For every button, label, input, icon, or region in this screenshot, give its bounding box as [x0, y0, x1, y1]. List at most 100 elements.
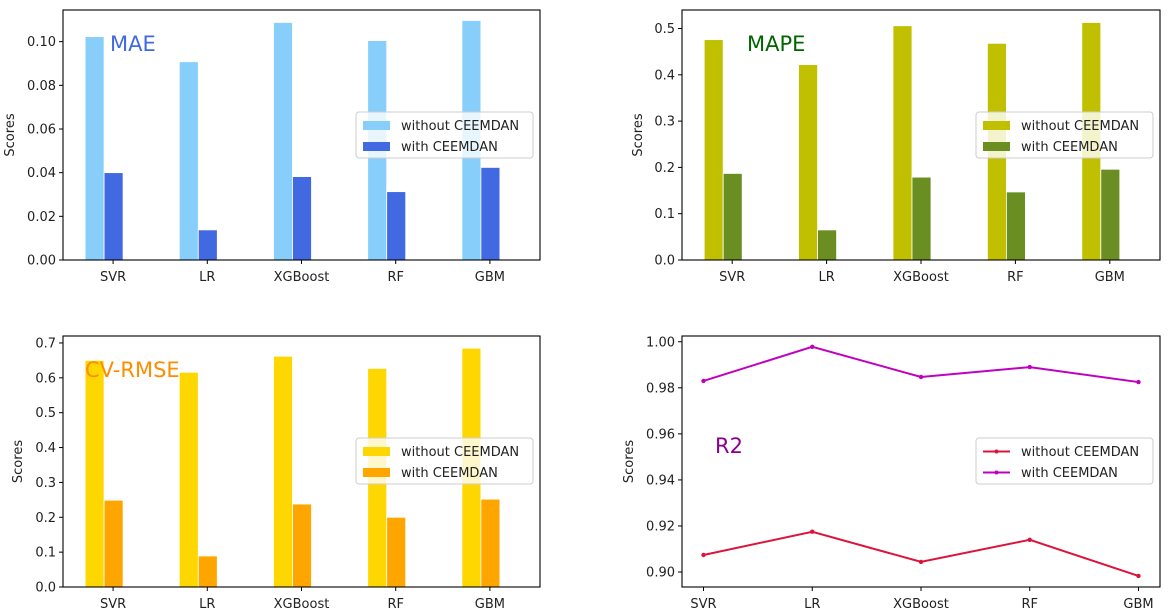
cv-rmse-xtick-label: XGBoost [274, 597, 330, 612]
mape-xtick-label: GBM [1095, 270, 1125, 285]
r2-ytick-label: 0.98 [646, 381, 675, 396]
legend-box [355, 437, 534, 485]
mape-bar-lr-with [817, 229, 837, 261]
cv-rmse-bar-gbm-with [480, 498, 501, 588]
r2-xtick-label: RF [1021, 597, 1038, 612]
r2-ytick-label: 1.00 [646, 335, 675, 350]
cv-rmse-xtick-label: SVR [100, 597, 126, 612]
mape-ytick-label: 0.0 [654, 254, 675, 269]
mape-ytick-label: 0.2 [654, 161, 675, 176]
r2-panel: 0.90 0.92 0.94 0.96 0.98 1.00 SVR LR XGBoost RF GB… [622, 335, 1161, 612]
mae-bar-gbm-with [480, 167, 501, 261]
r2-metric-annotation: R2 [715, 434, 743, 458]
cv-rmse-panel: 0.0 0.1 0.2 0.3 0.4 0.5 0.6 0.7 SVR LR XGBoost RF GB… [11, 335, 541, 612]
cv-rmse-metric-annotation: CV-RMSE [85, 358, 180, 382]
legend-swatch-with [363, 468, 390, 477]
legend-label-with: with CEEMDAN [401, 140, 498, 155]
mape-ytick-label: 0.1 [654, 207, 675, 222]
mae-ytick-label: 0.06 [27, 122, 56, 137]
r2-point-svr-with [701, 378, 706, 384]
mape-xtick-label: RF [1007, 270, 1024, 285]
cv-rmse-xtick-label: GBM [475, 597, 505, 612]
cv-rmse-bar-rf-with [386, 516, 407, 588]
mae-ytick-label: 0.00 [27, 254, 56, 269]
mape-metric-annotation: MAPE [747, 32, 805, 56]
r2-xtick-label: XGBoost [893, 597, 949, 612]
legend-swatch-with [363, 142, 390, 151]
mae-ytick-label: 0.02 [27, 210, 56, 225]
cv-rmse-ylabel: Scores [11, 440, 26, 483]
mae-bar-svr-with [103, 172, 124, 261]
mae-bar-rf-with [386, 191, 407, 261]
legend-label-without: without CEEMDAN [401, 119, 519, 134]
r2-point-xgboost-with [918, 374, 924, 380]
mape-xtick-label: XGBoost [893, 270, 949, 285]
mae-panel: 0.00 0.02 0.04 0.06 0.08 0.10 SVR LR XGBoost RF GB… [3, 9, 541, 285]
mape-ytick-label: 0.5 [654, 22, 675, 37]
mae-bar-lr-with [197, 229, 218, 261]
mape-ylabel: Scores [631, 113, 646, 156]
legend-marker [994, 449, 999, 454]
cv-rmse-ytick-label: 0.6 [35, 371, 56, 386]
legend-label-with: with CEEMDAN [401, 466, 498, 481]
legend-swatch-without [363, 447, 390, 456]
mape-bar-xgboost-without [892, 25, 913, 261]
r2-ylabel: Scores [622, 440, 637, 483]
r2-point-xgboost-without [918, 559, 924, 565]
r2-point-rf-without [1027, 537, 1032, 542]
r2-point-rf-with [1027, 364, 1032, 370]
mae-xtick-label: GBM [475, 270, 505, 285]
cv-rmse-legend: without CEEMDAN with CEEMDAN [355, 437, 534, 485]
cv-rmse-ytick-label: 0.5 [35, 406, 56, 421]
r2-point-gbm-with [1136, 379, 1141, 385]
r2-ytick-label: 0.92 [646, 519, 675, 534]
mape-bar-svr-without [703, 39, 724, 261]
mae-bar-xgboost-with [292, 176, 312, 261]
mae-ytick-label: 0.04 [27, 166, 56, 181]
r2-legend: without CEEMDAN with CEEMDAN [975, 437, 1154, 485]
legend-box [355, 111, 534, 159]
r2-point-svr-without [701, 552, 706, 558]
mape-panel: 0.0 0.1 0.2 0.3 0.4 0.5 SVR LR XGBoost RF GBM Score… [631, 9, 1161, 285]
r2-ytick-label: 0.94 [646, 473, 675, 488]
mae-metric-annotation: MAE [110, 32, 156, 56]
cv-rmse-bar-lr-with [197, 555, 218, 588]
cv-rmse-xtick-label: RF [387, 597, 404, 612]
mae-bar-xgboost-without [273, 22, 293, 261]
legend-label-without: without CEEMDAN [1021, 119, 1139, 134]
cv-rmse-bar-lr-without [178, 371, 199, 588]
mae-ylabel: Scores [3, 113, 18, 156]
mae-xtick-label: SVR [100, 270, 126, 285]
mae-ytick-label: 0.08 [27, 79, 56, 94]
legend-swatch-with [983, 142, 1010, 151]
mae-bar-lr-without [178, 61, 199, 261]
cv-rmse-ytick-label: 0.0 [35, 581, 56, 596]
mape-bar-gbm-with [1100, 168, 1121, 261]
cv-rmse-bar-svr-with [103, 499, 124, 588]
cv-rmse-xtick-label: LR [199, 597, 215, 612]
cv-rmse-ytick-label: 0.7 [35, 336, 56, 351]
legend-label-with: with CEEMDAN [1021, 466, 1118, 481]
mape-bar-svr-with [722, 173, 743, 261]
legend-box [975, 437, 1154, 485]
r2-point-lr-without [810, 529, 815, 534]
mae-xtick-label: XGBoost [274, 270, 330, 285]
cv-rmse-bar-xgboost-with [292, 503, 312, 588]
cv-rmse-ytick-label: 0.1 [35, 546, 56, 561]
legend-box [975, 111, 1154, 159]
mape-bar-lr-without [798, 64, 818, 261]
cv-rmse-bar-xgboost-without [273, 355, 293, 588]
mape-xtick-label: SVR [719, 270, 745, 285]
legend-marker [994, 470, 999, 475]
cv-rmse-ytick-label: 0.2 [35, 511, 56, 526]
mae-xtick-label: RF [387, 270, 404, 285]
legend-label-without: without CEEMDAN [1021, 445, 1139, 460]
mape-ytick-label: 0.3 [654, 115, 675, 130]
r2-point-gbm-without [1136, 573, 1141, 579]
r2-xtick-label: SVR [690, 597, 716, 612]
r2-point-lr-with [810, 344, 815, 350]
mape-xtick-label: LR [818, 270, 834, 285]
r2-ytick-label: 0.96 [646, 427, 675, 442]
r2-xtick-label: LR [804, 597, 820, 612]
